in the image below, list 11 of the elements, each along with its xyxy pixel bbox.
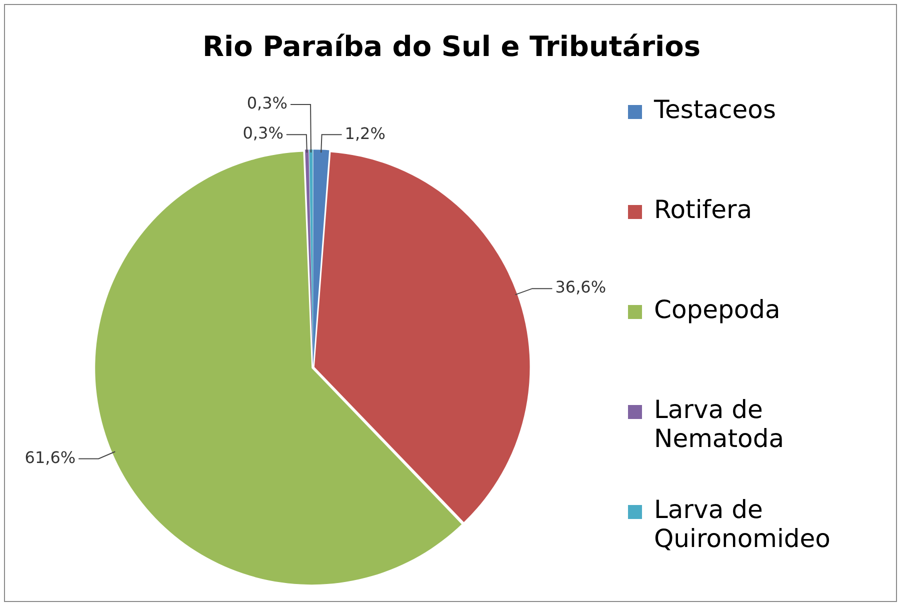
data-label: 0,3% <box>242 124 284 143</box>
data-label: 36,6% <box>555 278 606 297</box>
legend-label: Testaceos <box>654 95 776 124</box>
legend-label: Rotifera <box>654 195 752 224</box>
data-label: 0,3% <box>246 94 288 113</box>
legend-label: Larva de Quironomideo <box>654 495 832 553</box>
legend-label: Larva de Nematoda <box>654 395 786 453</box>
data-label: 1,2% <box>344 124 386 143</box>
data-label: 61,6% <box>24 448 76 467</box>
chart-title: Rio Paraíba do Sul e Tributários <box>202 30 702 63</box>
legend-label: Copepoda <box>654 295 780 324</box>
